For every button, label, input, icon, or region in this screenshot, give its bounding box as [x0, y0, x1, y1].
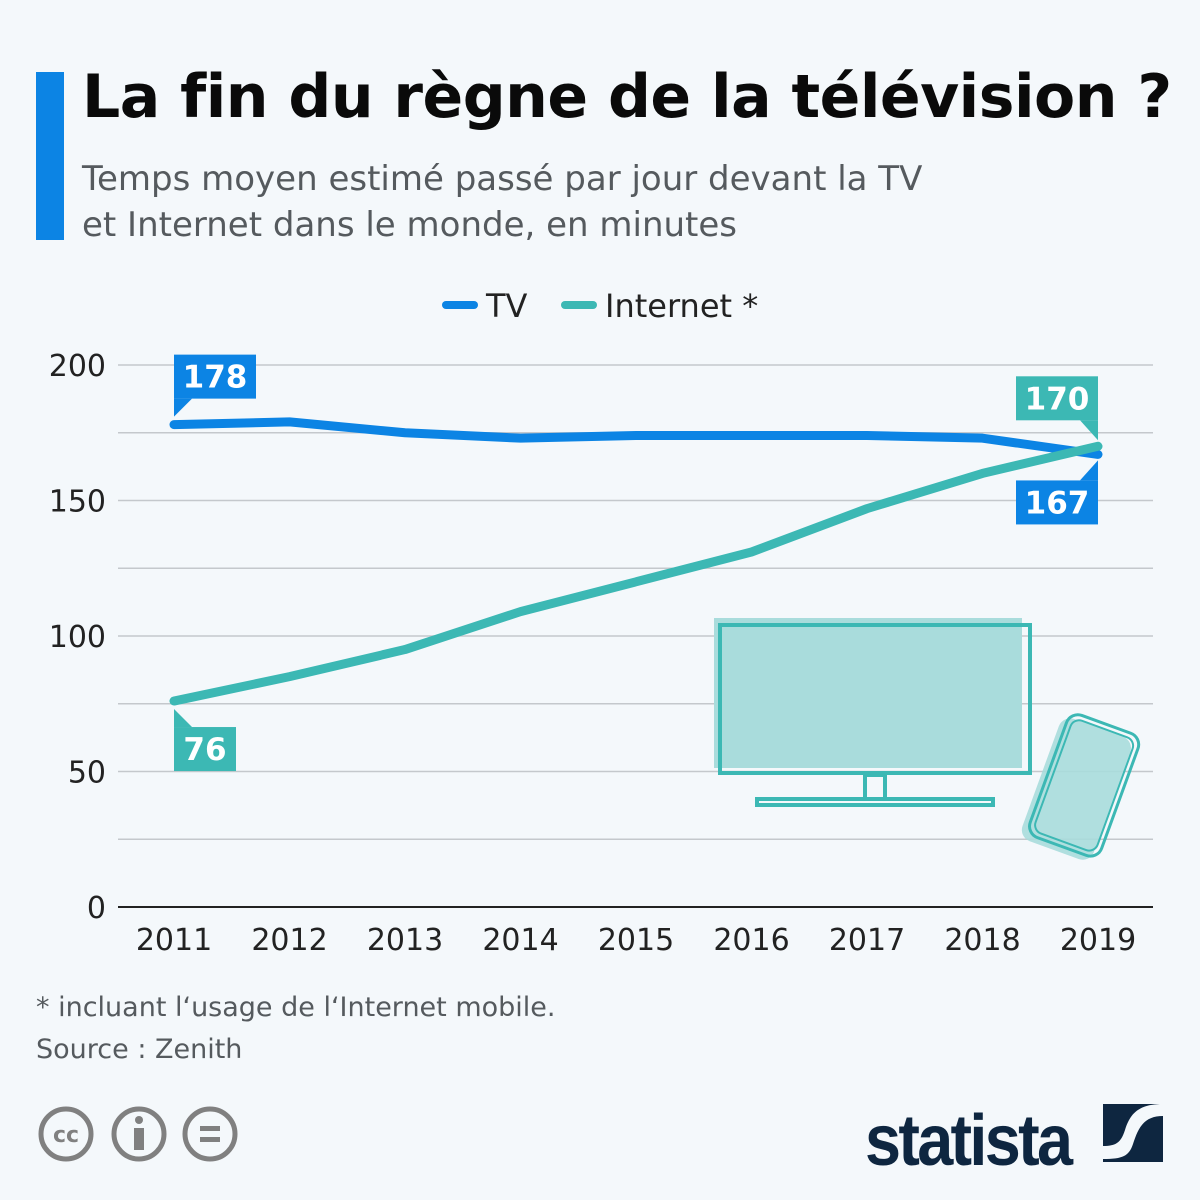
y-tick-label: 0 [87, 891, 106, 926]
footnote: * incluant l‘usage de l‘Internet mobile. [36, 992, 556, 1023]
data-point [750, 434, 753, 437]
smartphone-icon [1021, 713, 1141, 860]
data-point [519, 437, 522, 440]
data-point [1097, 445, 1099, 448]
legend-item-internet: Internet * [561, 287, 758, 325]
y-tick-label: 50 [68, 756, 106, 791]
y-tick-label: 200 [49, 349, 106, 384]
x-tick-label: 2012 [251, 923, 327, 958]
statista-logo: statista [865, 1101, 1073, 1181]
svg-text:cc: cc [53, 1123, 79, 1148]
data-label-text: 170 [1025, 381, 1090, 417]
no-derivatives-icon [182, 1106, 238, 1162]
x-tick-label: 2013 [367, 923, 443, 958]
data-label-text: 178 [183, 360, 248, 396]
cc-icon [38, 1106, 94, 1162]
license-icons: cc [38, 1106, 238, 1162]
data-point [635, 580, 637, 583]
data-label: 178 [174, 354, 256, 417]
subtitle-line-1: Temps moyen estimé passé par jour devant… [82, 159, 923, 199]
data-point [404, 431, 406, 434]
data-point [288, 675, 291, 678]
data-label-pointer [1080, 460, 1098, 481]
data-point [635, 434, 637, 437]
data-label-text: 167 [1025, 485, 1090, 521]
devices-illustration [714, 618, 1141, 860]
page-title: La fin du règne de la télévision ? [82, 62, 1172, 132]
series-line-tv [169, 417, 1103, 459]
data-point [519, 610, 522, 613]
tv-stand-icon [863, 773, 887, 801]
x-tick-label: 2015 [598, 923, 674, 958]
data-point [173, 700, 175, 703]
data-point [981, 472, 984, 475]
statista-logo-mark [1103, 1104, 1163, 1162]
data-label: 167 [1016, 460, 1098, 525]
subtitle-line-2: et Internet dans le monde, en minutes [82, 205, 738, 245]
data-point [288, 420, 291, 423]
data-point [866, 507, 868, 510]
data-point [173, 423, 175, 426]
data-point [1097, 453, 1099, 456]
data-label-text: 76 [183, 732, 226, 768]
source: Source : Zenith [36, 1034, 243, 1065]
x-tick-label: 2014 [482, 923, 558, 958]
data-label-box [174, 727, 236, 772]
tv-base-icon [755, 797, 995, 807]
data-label-box [1016, 376, 1098, 421]
data-label: 170 [1016, 376, 1098, 441]
data-label: 76 [174, 709, 236, 772]
attribution-icon [111, 1106, 167, 1162]
x-tick-label: 2017 [829, 923, 905, 958]
data-point [750, 550, 753, 553]
data-label-box [174, 354, 256, 399]
subtitle: Temps moyen estimé passé par jour devant… [82, 156, 1082, 248]
title-accent-bar [36, 72, 64, 240]
legend-label: Internet * [605, 287, 758, 325]
legend-item-tv: TV [442, 287, 528, 325]
data-label-box [1016, 480, 1098, 525]
x-tick-label: 2016 [713, 923, 789, 958]
data-point [981, 437, 984, 440]
data-point [866, 434, 868, 437]
data-label-pointer [174, 709, 192, 728]
y-tick-label: 100 [49, 620, 106, 655]
x-tick-label: 2011 [136, 923, 212, 958]
x-tick-label: 2019 [1060, 923, 1136, 958]
tv-screen-fill [714, 618, 1022, 768]
data-label-pointer [174, 398, 192, 417]
x-tick-label: 2018 [944, 923, 1020, 958]
data-point [404, 648, 406, 651]
data-label-pointer [1080, 420, 1098, 441]
y-tick-label: 150 [49, 485, 106, 520]
legend-label: TV [485, 287, 528, 325]
